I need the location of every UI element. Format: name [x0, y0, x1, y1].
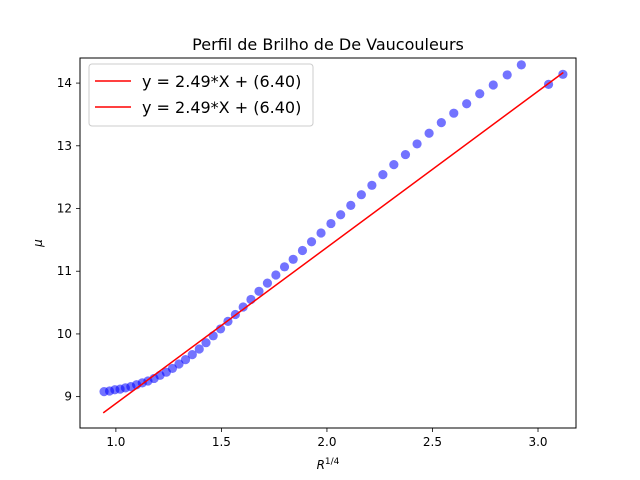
data-point-19 [215, 324, 226, 334]
data-point-39 [400, 149, 411, 160]
data-point-34 [346, 200, 356, 210]
data-point-47 [502, 70, 512, 80]
x-axis-ticks: 1.0 1.5 2.0 2.5 3.0 [106, 428, 548, 449]
data-point-16 [194, 344, 204, 354]
data-point-12 [167, 363, 178, 374]
data-point-13 [174, 359, 184, 369]
legend-box [88, 63, 314, 127]
data-point-40 [412, 139, 422, 149]
data-point-27 [279, 262, 290, 272]
data-point-15 [187, 350, 197, 360]
x-tick-label-1: 1.5 [212, 435, 231, 449]
y-tick-label-5: 14 [57, 76, 72, 90]
data-point-33 [336, 210, 346, 220]
data-point-46 [488, 80, 498, 90]
data-point-48 [516, 60, 526, 70]
data-point-26 [271, 270, 281, 280]
data-point-44 [462, 99, 472, 109]
x-axis-label-exponent: 1/4 [325, 457, 340, 467]
y-tick-label-3: 12 [57, 202, 72, 216]
data-point-35 [356, 190, 366, 200]
legend-label-1: y = 2.49*X + (6.40) [142, 98, 301, 117]
y-axis-label: μ [31, 239, 45, 248]
y-tick-label-4: 13 [57, 139, 72, 153]
x-tick-label-0: 1.0 [106, 435, 125, 449]
chart-title: Perfil de Brilho de De Vaucouleurs [192, 35, 464, 54]
data-point-29 [297, 245, 308, 256]
data-point-31 [316, 228, 326, 238]
y-tick-label-1: 10 [57, 327, 72, 341]
data-point-25 [262, 278, 273, 288]
data-point-28 [288, 254, 298, 264]
data-point-50 [558, 69, 568, 79]
plot-area [99, 60, 568, 414]
x-tick-label-4: 3.0 [528, 435, 547, 449]
data-point-41 [424, 128, 434, 138]
legend: y = 2.49*X + (6.40) y = 2.49*X + (6.40) [88, 63, 314, 127]
data-point-14 [180, 355, 191, 365]
data-point-37 [378, 170, 388, 180]
data-point-45 [475, 89, 485, 99]
legend-label-0: y = 2.49*X + (6.40) [142, 72, 301, 91]
data-point-36 [367, 180, 377, 190]
data-point-24 [254, 286, 264, 296]
data-point-17 [201, 338, 211, 348]
data-point-38 [389, 160, 399, 170]
y-tick-label-2: 11 [57, 264, 72, 278]
x-tick-label-2: 2.0 [317, 435, 336, 449]
data-point-18 [208, 331, 218, 341]
data-point-22 [238, 302, 248, 312]
axes-frame [79, 57, 577, 429]
x-axis-label: R1/4 [317, 457, 340, 472]
data-point-42 [436, 117, 446, 128]
data-point-30 [306, 237, 317, 247]
x-tick-label-3: 2.5 [423, 435, 442, 449]
y-tick-label-0: 9 [64, 390, 72, 404]
data-point-32 [326, 218, 336, 229]
y-axis-ticks: 9 10 11 12 13 14 [57, 76, 80, 404]
data-point-23 [246, 294, 256, 305]
fit-line [102, 71, 564, 414]
x-axis-label-base: R [317, 458, 325, 472]
data-point-43 [449, 108, 459, 118]
